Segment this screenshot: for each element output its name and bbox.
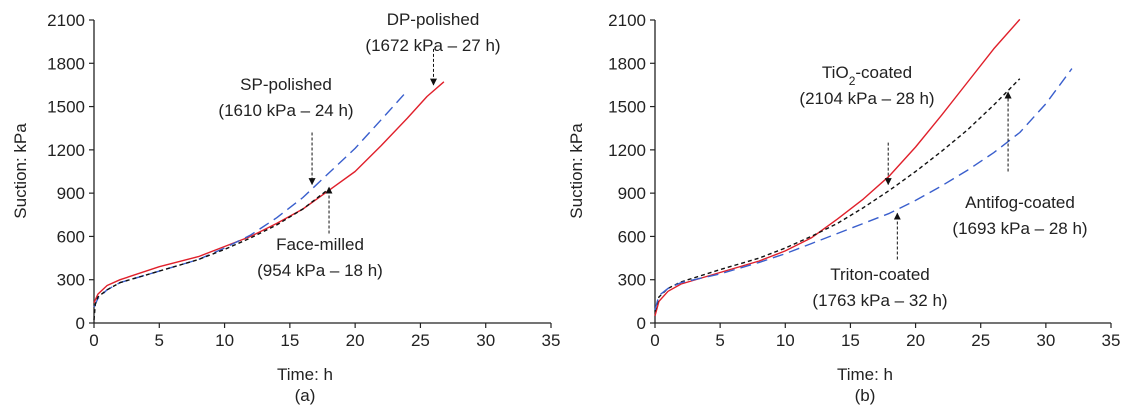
y-tick-label: 300 <box>618 271 646 290</box>
y-tick-label: 900 <box>618 184 646 203</box>
x-tick-label: 15 <box>280 331 299 350</box>
y-tick-label: 1800 <box>47 54 85 73</box>
annotation-label-tio2: (2104 kPa – 28 h) <box>799 89 934 108</box>
plot-area: 0 300 600 900 1200 1500 1800 2100 0 5 10 15 20 25 30 35… <box>47 10 560 350</box>
x-tick-label: 5 <box>715 331 724 350</box>
y-tick-label: 1500 <box>608 98 646 117</box>
y-tick-label: 600 <box>57 227 85 246</box>
chart-panel-a: Suction: kPa Time: h (a) 030060090012001… <box>11 10 560 405</box>
x-axis-label: Time: h <box>277 365 333 384</box>
y-tick-label: 600 <box>618 227 646 246</box>
panel-caption: (a) <box>295 386 316 405</box>
y-tick-label: 1200 <box>608 141 646 160</box>
annotation-label-dp: (1672 kPa – 27 h) <box>365 36 500 55</box>
series-line-0 <box>654 18 1021 316</box>
annotation-label-fm: (954 kPa – 18 h) <box>257 261 383 280</box>
x-tick-label: 0 <box>89 331 98 350</box>
chart-panel-b: Suction: kPa Time: h (b) 030060090012001… <box>567 11 1120 405</box>
x-tick-label: 0 <box>650 331 659 350</box>
annotation-label-sp: (1610 kPa – 24 h) <box>218 101 353 120</box>
x-tick-label: 20 <box>346 331 365 350</box>
x-tick-label: 20 <box>906 331 925 350</box>
x-tick-label: 15 <box>841 331 860 350</box>
y-axis-label: Suction: kPa <box>11 123 30 219</box>
annotation-label-antifog: Antifog-coated <box>965 193 1075 212</box>
y-tick-label: 0 <box>76 314 85 333</box>
x-tick-label: 35 <box>1102 331 1121 350</box>
x-axis-label: Time: h <box>837 365 893 384</box>
x-tick-label: 35 <box>542 331 561 350</box>
series-line-2 <box>654 68 1073 311</box>
y-tick-label: 1200 <box>47 141 85 160</box>
series-line-1 <box>654 78 1021 312</box>
y-tick-label: 300 <box>57 271 85 290</box>
y-tick-label: 2100 <box>608 11 646 30</box>
x-tick-label: 25 <box>971 331 990 350</box>
annotation-label-sp: SP-polished <box>240 75 332 94</box>
annotation-label-triton: Triton-coated <box>830 265 930 284</box>
annotation-label-fm: Face-milled <box>276 235 364 254</box>
panel-caption: (b) <box>855 386 876 405</box>
y-tick-label: 1500 <box>47 98 85 117</box>
annotation-label-antifog: (1693 kPa – 28 h) <box>952 219 1087 238</box>
x-tick-label: 25 <box>411 331 430 350</box>
x-tick-label: 10 <box>215 331 234 350</box>
annotation-label-tio2: TiO2-coated <box>822 63 912 88</box>
y-tick-label: 2100 <box>47 11 85 30</box>
series-line-0 <box>93 81 445 304</box>
x-tick-label: 10 <box>776 331 795 350</box>
x-tick-label: 5 <box>155 331 164 350</box>
x-tick-label: 30 <box>476 331 495 350</box>
plot-area: 0 300 600 900 1200 1500 1800 2100 0 5 10 15 20 25 30 35… <box>608 11 1120 350</box>
y-tick-label: 1800 <box>608 54 646 73</box>
y-axis-label: Suction: kPa <box>567 123 586 219</box>
y-tick-label: 900 <box>57 184 85 203</box>
annotation-label-triton: (1763 kPa – 32 h) <box>812 291 947 310</box>
y-tick-label: 0 <box>637 314 646 333</box>
series-line-2 <box>93 188 330 321</box>
annotation-label-dp: DP-polished <box>387 10 480 29</box>
x-tick-label: 30 <box>1036 331 1055 350</box>
